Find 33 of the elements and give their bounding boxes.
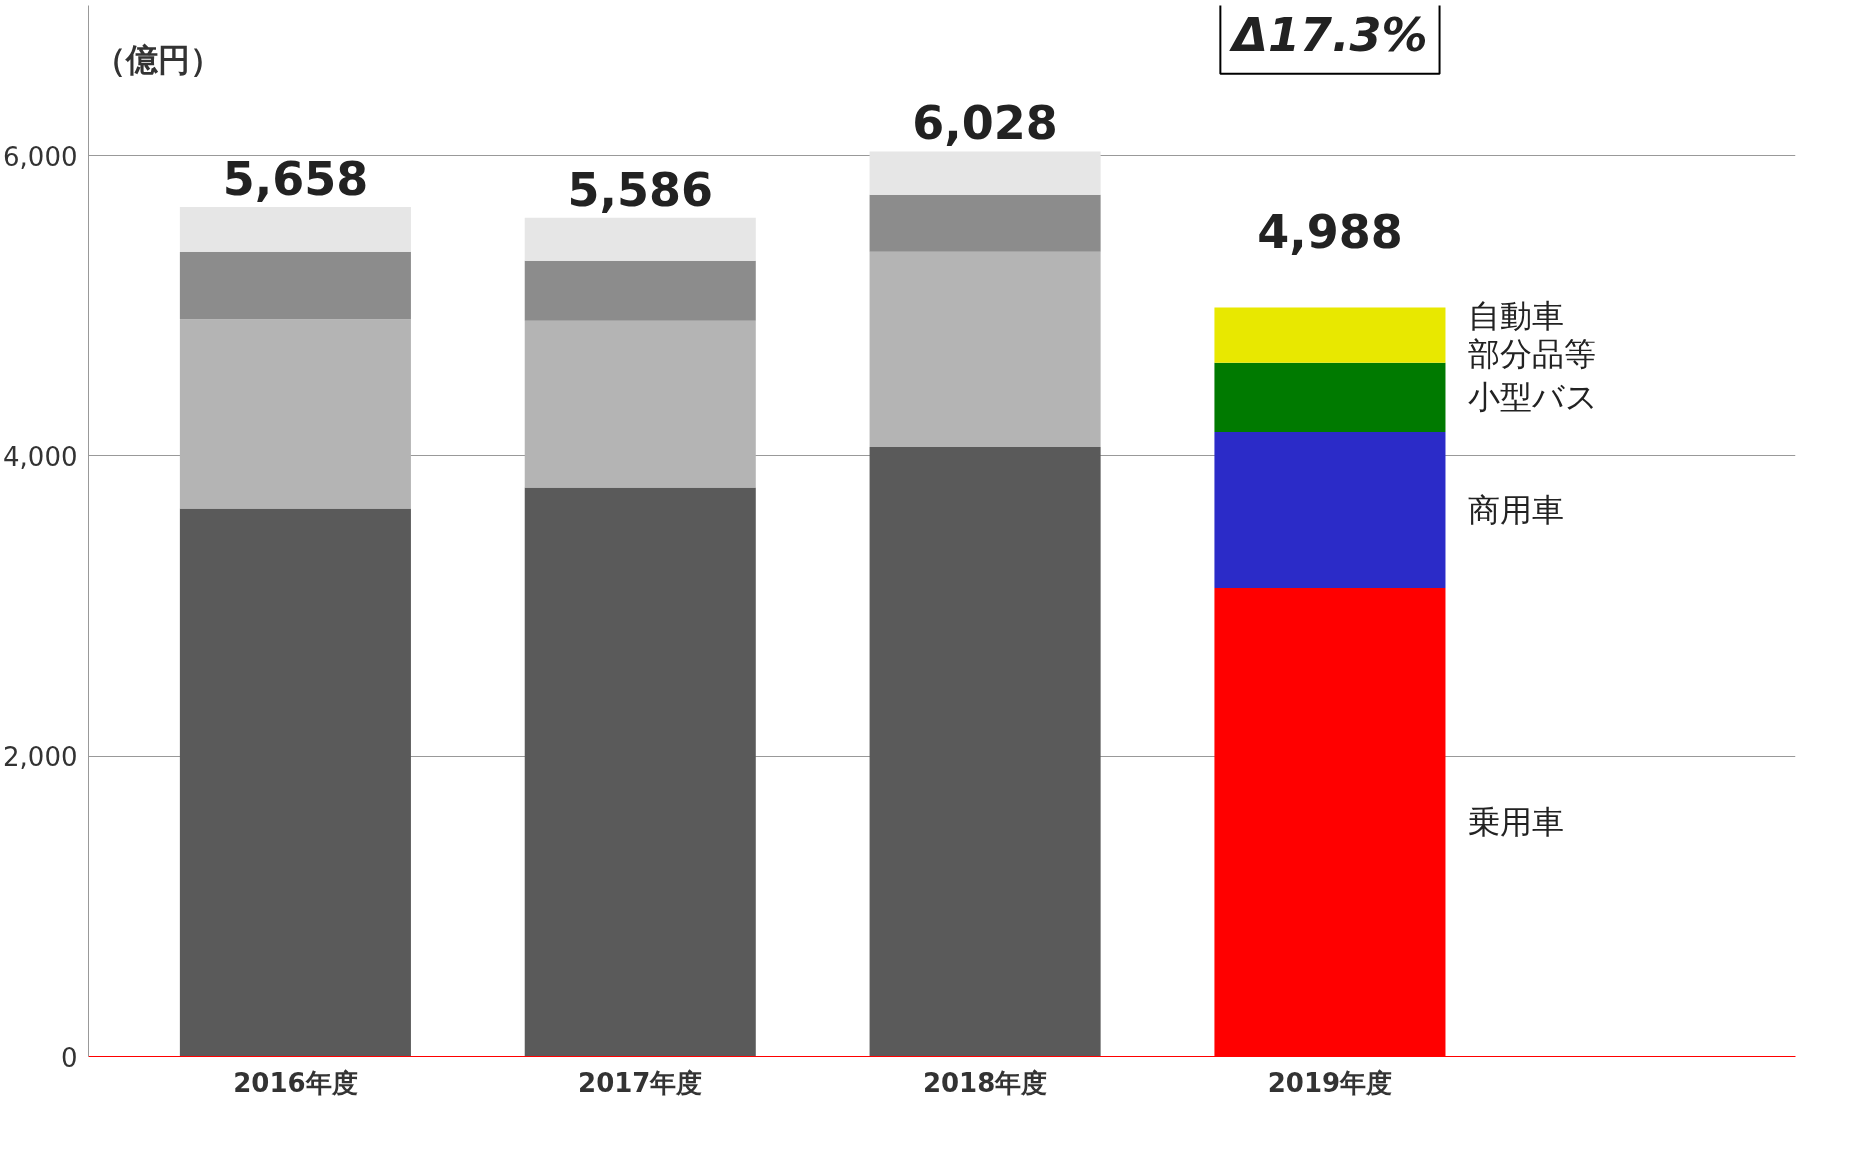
x-tick-label: 2016年度 xyxy=(233,1067,358,1098)
bar xyxy=(524,320,756,488)
series-label: 商用車 xyxy=(1467,490,1564,529)
x-tick-label: 2019年度 xyxy=(1267,1067,1393,1098)
x-tick-label: 2017年度 xyxy=(578,1067,703,1098)
bar xyxy=(524,217,756,261)
bar xyxy=(1214,307,1446,363)
bar xyxy=(1214,431,1446,589)
series-label: 自動車部分品等 xyxy=(1467,297,1596,374)
bar xyxy=(179,319,411,509)
x-tick-label: 2018年度 xyxy=(922,1067,1048,1098)
bar xyxy=(179,251,411,320)
bar xyxy=(1214,362,1446,432)
y-tick-label: 2,000 xyxy=(3,742,78,773)
y-tick-label: 0 xyxy=(60,1042,78,1073)
bar xyxy=(524,487,756,1057)
series-label: 小型バス xyxy=(1467,378,1598,417)
bar xyxy=(179,206,411,252)
total-label: 5,658 xyxy=(222,151,369,206)
y-axis-title: （億円） xyxy=(93,41,222,80)
bar xyxy=(869,446,1101,1057)
total-label: 6,028 xyxy=(912,96,1058,151)
y-tick-label: 4,000 xyxy=(3,441,78,472)
bar xyxy=(524,260,756,321)
total-label: 5,586 xyxy=(567,162,714,217)
bar xyxy=(179,508,411,1057)
annotation: Δ17.3% xyxy=(1228,7,1428,62)
bar xyxy=(869,251,1101,447)
series-label: 乗用車 xyxy=(1467,803,1564,842)
y-tick-label: 6,000 xyxy=(3,141,78,172)
bar xyxy=(869,151,1101,195)
total-label: 4,988 xyxy=(1257,204,1403,259)
bar xyxy=(869,194,1101,252)
